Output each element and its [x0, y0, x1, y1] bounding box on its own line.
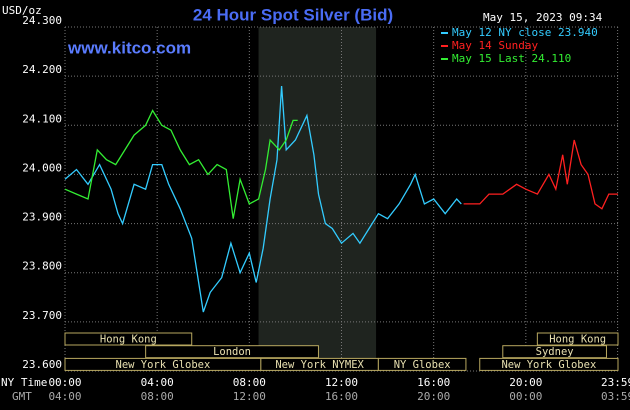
y-tick-label: 24.300 — [22, 14, 62, 27]
session-label: New York Globex — [501, 359, 596, 371]
session-label: London — [213, 346, 251, 358]
highlight-band — [258, 27, 377, 371]
session-bar — [377, 357, 467, 371]
session-label: New York NYMEX — [275, 359, 364, 371]
legend-label: May 14 Sunday — [452, 39, 538, 52]
session-label: Hong Kong — [100, 334, 157, 346]
session-bar — [502, 345, 607, 359]
y-tick-label: 24.000 — [22, 161, 62, 174]
source: www.kitco.com — [67, 38, 191, 57]
x2-tick-label: 04:00 — [48, 390, 81, 403]
session-label: New York Globex — [116, 359, 211, 371]
y-tick-label: 23.600 — [22, 358, 62, 371]
session-bar — [536, 332, 619, 346]
y-tick-label: 23.900 — [22, 211, 62, 224]
x-tick-label: 00:00 — [48, 376, 81, 389]
session-bar — [64, 332, 193, 346]
x-tick-label: 04:00 — [141, 376, 174, 389]
x-tick-label: 08:00 — [233, 376, 266, 389]
session-label: NY Globex — [394, 359, 451, 371]
timestamp: May 15, 2023 09:34 — [483, 11, 603, 24]
x2-tick-label: 08:00 — [141, 390, 174, 403]
price-line — [463, 139, 618, 210]
session-bar — [145, 345, 319, 359]
x2-tick-label: 16:00 — [325, 390, 358, 403]
x2-tick-label: 00:00 — [509, 390, 542, 403]
x-tick-label: 16:00 — [417, 376, 450, 389]
price-line — [64, 109, 298, 219]
y-axis-label: USD/oz — [2, 4, 42, 17]
session-label: Hong Kong — [549, 334, 606, 346]
legend-label: May 12 NY close 23.940 — [452, 26, 598, 39]
x-axis-label: NY Time — [1, 376, 47, 389]
chart-title: 24 Hour Spot Silver (Bid) — [193, 5, 393, 24]
x-tick-label: 12:00 — [325, 376, 358, 389]
legend-label: May 15 Last 24.110 — [452, 52, 571, 65]
x2-tick-label: 03:59 — [601, 390, 630, 403]
y-tick-label: 24.100 — [22, 112, 62, 125]
price-line — [64, 85, 462, 313]
y-tick-label: 23.800 — [22, 260, 62, 273]
x2-tick-label: 12:00 — [233, 390, 266, 403]
session-bar — [479, 357, 619, 371]
x-tick-label: 23:59 — [601, 376, 630, 389]
x2-axis-label: GMT — [12, 390, 32, 403]
y-tick-label: 23.700 — [22, 309, 62, 322]
y-tick-label: 24.200 — [22, 63, 62, 76]
session-label: Sydney — [536, 346, 574, 358]
plot-area — [64, 26, 619, 372]
x-tick-label: 20:00 — [509, 376, 542, 389]
x2-tick-label: 20:00 — [417, 390, 450, 403]
